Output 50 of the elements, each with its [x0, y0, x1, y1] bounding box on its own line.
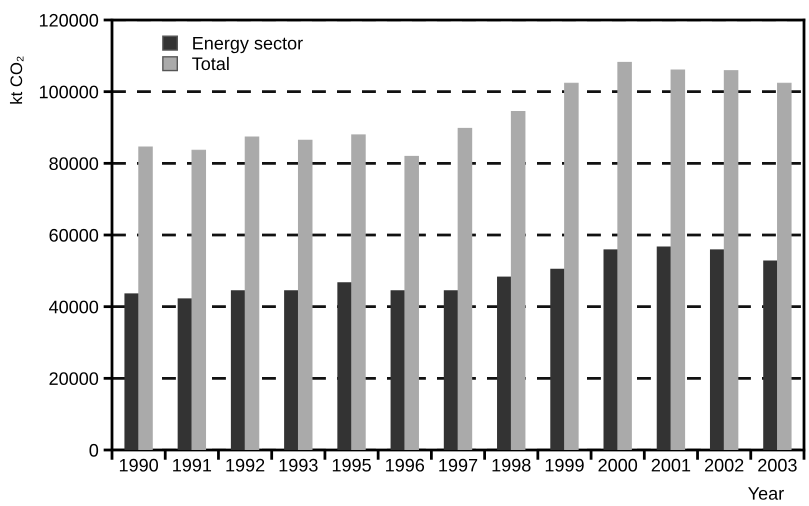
x-tick-label: 2000 — [598, 458, 638, 472]
bar — [656, 246, 672, 450]
bar — [763, 260, 778, 450]
x-tick-label: 1995 — [332, 458, 371, 472]
x-tick-label: 1996 — [386, 458, 424, 472]
bar — [777, 82, 792, 450]
bar — [710, 249, 725, 450]
bar — [124, 293, 139, 450]
x-tick-label: 2002 — [704, 458, 744, 472]
bar — [284, 290, 299, 450]
bar — [444, 290, 458, 450]
bar — [178, 298, 192, 450]
bar — [604, 249, 618, 450]
bar — [298, 140, 312, 450]
x-tick-label: 1990 — [120, 458, 158, 472]
bar — [230, 290, 246, 450]
x-tick-label: 1992 — [226, 458, 264, 472]
y-axis-title: kt CO₂ — [10, 56, 24, 104]
x-tick-label: 1999 — [546, 458, 584, 472]
bar — [550, 268, 565, 450]
legend-label: Energy sector — [193, 37, 303, 54]
bar — [351, 134, 366, 450]
bar — [244, 136, 260, 450]
bar — [337, 282, 352, 450]
y-tick-label: 0 — [89, 444, 98, 457]
x-tick-label: 1997 — [439, 458, 478, 472]
bar — [564, 82, 579, 450]
y-tick-label: 80000 — [49, 157, 98, 170]
bar — [138, 146, 153, 450]
y-tick-label: 120000 — [40, 14, 98, 27]
bar — [191, 150, 206, 450]
legend-label: Total — [192, 56, 229, 70]
bar — [404, 156, 419, 450]
bar — [390, 290, 406, 450]
x-tick-label: 1993 — [280, 458, 318, 472]
x-tick-label: 1998 — [492, 458, 531, 472]
y-tick-label: 100000 — [40, 86, 98, 98]
bar — [617, 62, 632, 450]
bar — [510, 111, 526, 450]
x-tick-label: 2003 — [758, 458, 797, 472]
x-tick-label: 2001 — [652, 458, 690, 472]
bar — [458, 128, 472, 450]
bar — [497, 276, 512, 450]
y-tick-label: 20000 — [50, 372, 98, 386]
y-tick-label: 60000 — [50, 228, 98, 242]
x-axis-title: Year — [748, 487, 784, 500]
bar — [670, 69, 686, 450]
x-tick-label: 1991 — [173, 458, 212, 472]
y-tick-label: 40000 — [49, 300, 98, 314]
bar — [724, 70, 738, 450]
